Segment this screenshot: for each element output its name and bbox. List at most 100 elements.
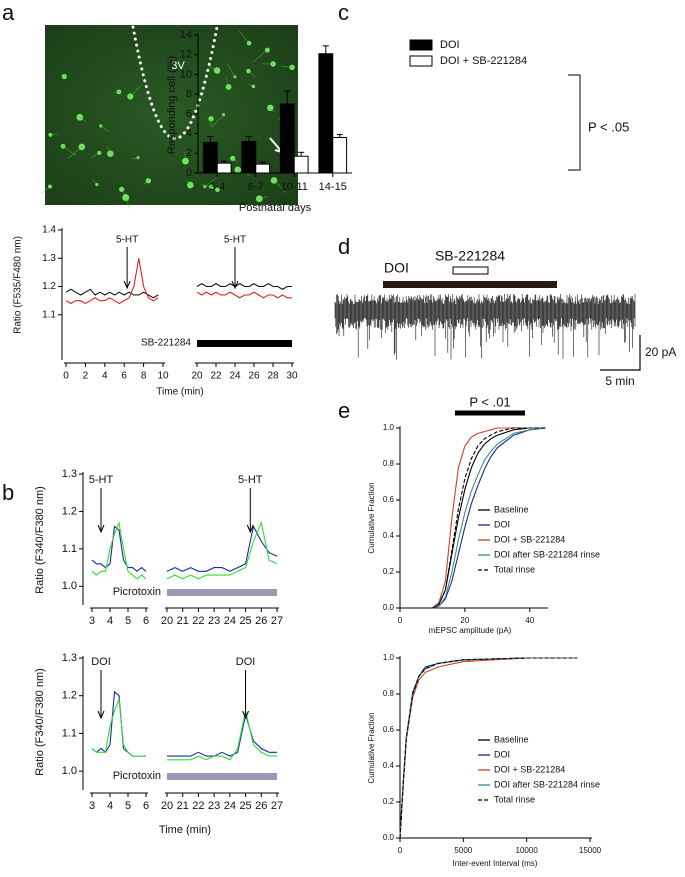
x-tick-label: 0 xyxy=(398,846,403,855)
x-tick-label: 10-11 xyxy=(281,181,308,193)
data-line xyxy=(400,658,577,838)
legend-label: DOI xyxy=(494,519,510,529)
y-tick-label: 6 xyxy=(186,108,192,120)
y-tick-label: 2 xyxy=(186,147,192,159)
x-tick-label: 24 xyxy=(224,800,236,812)
y-tick-label: 0.8 xyxy=(383,689,395,698)
data-line xyxy=(400,658,577,838)
y-tick-label: 10 xyxy=(180,68,192,80)
stimulus-label: DOI xyxy=(91,656,111,668)
x-tick-label: 27 xyxy=(271,800,283,812)
y-tick-label: 1.3 xyxy=(62,468,77,480)
neuron xyxy=(122,194,129,201)
x-tick-label: 22 xyxy=(192,800,204,812)
stimulus-label: 5-HT xyxy=(116,235,138,246)
x-tick-label: 5 xyxy=(125,615,131,627)
legend-label: Baseline xyxy=(494,504,529,514)
panel-label: c xyxy=(338,0,349,25)
x-tick-label: 4 xyxy=(107,800,113,812)
x-tick-label: 28 xyxy=(267,371,279,382)
x-tick-label: 3-4 xyxy=(209,181,225,193)
y-tick-label: 0.4 xyxy=(383,531,395,540)
blocker-label: SB-221284 xyxy=(435,248,505,264)
x-axis-label: Inter-event Interval (ms) xyxy=(453,859,538,868)
data-line xyxy=(66,289,158,298)
y-tick-label: 0.2 xyxy=(383,797,395,806)
scale-bar xyxy=(600,335,640,370)
panel-label: d xyxy=(338,234,350,259)
legend-label: DOI xyxy=(494,749,510,759)
y-tick-label: 1.0 xyxy=(383,653,395,662)
legend-label: DOI + SB-221284 xyxy=(494,764,565,774)
panel-label: a xyxy=(2,0,15,25)
x-tick-label: 4 xyxy=(107,615,113,627)
neuron xyxy=(119,187,124,192)
y-tick-label: 0.6 xyxy=(383,495,395,504)
y-tick-label: 1.4 xyxy=(42,225,56,236)
legend-label: DOI + SB-221284 xyxy=(440,55,527,67)
x-tick-label: 3 xyxy=(89,800,95,812)
x-tick-label: 0 xyxy=(398,616,403,625)
x-tick-label: 20 xyxy=(191,371,203,382)
treatment-label: Picrotoxin xyxy=(113,586,161,598)
bar xyxy=(242,141,256,173)
y-tick-label: 0.0 xyxy=(383,833,395,842)
x-tick-label: 24 xyxy=(229,371,241,382)
bar xyxy=(256,164,270,173)
treatment-bar xyxy=(167,589,277,596)
current-trace xyxy=(335,294,635,360)
legend-swatch xyxy=(410,40,432,50)
panel-label: b xyxy=(2,480,14,505)
scale-x: 5 min xyxy=(605,374,634,388)
stimulus-label: DOI xyxy=(236,656,256,668)
legend-label: DOI after SB-221284 rinse xyxy=(494,549,600,559)
x-tick-label: 20 xyxy=(161,615,173,627)
stimulus-label: 5-HT xyxy=(224,235,246,246)
data-line xyxy=(197,284,292,290)
x-tick-label: 15000 xyxy=(579,846,602,855)
blocker-bar xyxy=(453,267,488,274)
panel-label: e xyxy=(338,398,350,423)
x-tick-label: 27 xyxy=(271,615,283,627)
data-line xyxy=(92,526,146,571)
y-tick-label: 1.3 xyxy=(62,652,77,664)
stimulus-label: 5-HT xyxy=(238,474,263,486)
x-tick-label: 0 xyxy=(63,371,69,382)
x-tick-label: 25 xyxy=(239,800,251,812)
legend-label: Total rinse xyxy=(494,794,535,804)
legend-label: Total rinse xyxy=(494,564,535,574)
significance-label: P < .01 xyxy=(469,394,510,409)
x-tick-label: 40 xyxy=(525,616,534,625)
y-tick-label: 8 xyxy=(186,88,192,100)
x-tick-label: 23 xyxy=(208,800,220,812)
drug-bar xyxy=(383,281,557,288)
x-axis-label: mEPSC amplitude (pA) xyxy=(429,626,512,635)
x-tick-label: 20 xyxy=(161,800,173,812)
x-tick-label: 22 xyxy=(192,615,204,627)
y-tick-label: 0.8 xyxy=(383,459,395,468)
x-tick-label: 5000 xyxy=(454,846,472,855)
legend-label: DOI xyxy=(440,39,460,51)
y-tick-label: 1.3 xyxy=(42,253,56,264)
x-tick-label: 26 xyxy=(255,800,267,812)
treatment-bar xyxy=(167,773,277,780)
data-line xyxy=(400,658,577,838)
x-tick-label: 8 xyxy=(141,371,147,382)
legend-label: DOI + SB-221284 xyxy=(494,534,565,544)
y-tick-label: 14 xyxy=(180,29,192,41)
x-tick-label: 25 xyxy=(239,615,251,627)
x-tick-label: 5 xyxy=(125,800,131,812)
x-tick-label: 26 xyxy=(255,615,267,627)
y-tick-label: 1.2 xyxy=(42,281,56,292)
x-tick-label: 14-15 xyxy=(319,181,347,193)
treatment-bar xyxy=(197,340,292,347)
y-tick-label: 0.6 xyxy=(383,725,395,734)
y-tick-label: 1.1 xyxy=(62,727,77,739)
x-tick-label: 3 xyxy=(89,615,95,627)
y-tick-label: 0 xyxy=(186,167,192,179)
x-axis-label: Time (min) xyxy=(156,387,203,398)
y-tick-label: 0.4 xyxy=(383,761,395,770)
x-axis-label: Time (min) xyxy=(159,824,211,836)
stimulus-label: 5-HT xyxy=(89,474,114,486)
